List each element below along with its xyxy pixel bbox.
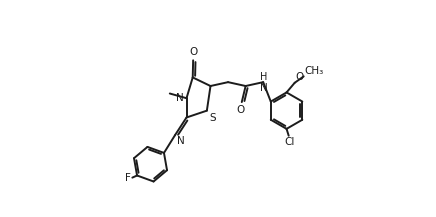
Text: F: F — [125, 173, 131, 183]
Text: H: H — [260, 72, 267, 82]
Text: N: N — [176, 93, 184, 103]
Text: O: O — [296, 72, 304, 82]
Text: O: O — [189, 47, 197, 57]
Text: N: N — [177, 136, 185, 146]
Text: S: S — [209, 113, 216, 123]
Text: N: N — [260, 83, 268, 93]
Text: O: O — [236, 105, 244, 115]
Text: Cl: Cl — [284, 137, 295, 147]
Text: CH₃: CH₃ — [304, 66, 324, 76]
